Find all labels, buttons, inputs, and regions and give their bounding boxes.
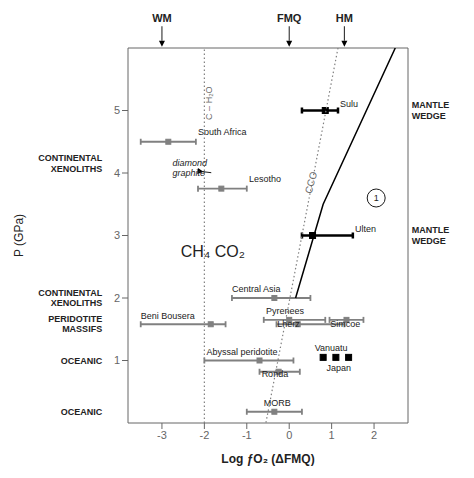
svg-text:1: 1 — [374, 193, 379, 203]
svg-text:Abyssal peridotite: Abyssal peridotite — [206, 347, 277, 357]
svg-text:Pyrenees: Pyrenees — [266, 306, 305, 316]
svg-text:Central Asia: Central Asia — [232, 284, 281, 294]
svg-text:3: 3 — [114, 229, 120, 241]
svg-text:0: 0 — [286, 429, 292, 441]
svg-text:FMQ: FMQ — [277, 12, 302, 24]
svg-text:Log ƒO₂ (ΔFMQ): Log ƒO₂ (ΔFMQ) — [221, 452, 314, 466]
svg-text:MANTLEWEDGE: MANTLEWEDGE — [412, 225, 450, 245]
svg-text:P (GPa): P (GPa) — [12, 214, 26, 257]
svg-text:5: 5 — [114, 104, 120, 116]
svg-text:2: 2 — [114, 292, 120, 304]
svg-text:Ronda: Ronda — [262, 369, 289, 379]
svg-text:OCEANIC: OCEANIC — [61, 407, 103, 417]
svg-text:Vanuatu: Vanuatu — [315, 343, 348, 353]
svg-text:CONTINENTALXENOLITHS: CONTINENTALXENOLITHS — [38, 288, 102, 308]
svg-text:South Africa: South Africa — [198, 127, 247, 137]
svg-text:Lesotho: Lesotho — [249, 174, 281, 184]
svg-text:CCO: CCO — [302, 170, 318, 195]
svg-text:WM: WM — [152, 12, 172, 24]
svg-text:MANTLEWEDGE: MANTLEWEDGE — [412, 100, 450, 120]
svg-text:diamondgraphite: diamondgraphite — [173, 158, 209, 178]
svg-text:C – H₂O: C – H₂O — [204, 86, 214, 120]
svg-text:Sulu: Sulu — [340, 99, 358, 109]
svg-text:Ulten: Ulten — [355, 224, 376, 234]
svg-text:1: 1 — [114, 354, 120, 366]
svg-text:OCEANIC: OCEANIC — [61, 356, 103, 366]
svg-text:HM: HM — [336, 12, 353, 24]
svg-text:MORB: MORB — [264, 398, 291, 408]
svg-text:CH₄ CO₂: CH₄ CO₂ — [181, 243, 245, 260]
svg-text:2: 2 — [371, 429, 377, 441]
svg-text:Simcoe: Simcoe — [330, 319, 360, 329]
svg-text:-3: -3 — [157, 429, 167, 441]
svg-text:4: 4 — [114, 167, 120, 179]
svg-text:Lherz: Lherz — [277, 319, 300, 329]
svg-text:Japan: Japan — [327, 363, 352, 373]
svg-text:Beni Bousera: Beni Bousera — [141, 311, 195, 321]
svg-text:-1: -1 — [242, 429, 252, 441]
svg-text:-2: -2 — [199, 429, 209, 441]
svg-text:PERIDOTITEMASSIFS: PERIDOTITEMASSIFS — [48, 314, 102, 334]
svg-text:CONTINENTALXENOLITHS: CONTINENTALXENOLITHS — [38, 153, 102, 173]
svg-text:1: 1 — [329, 429, 335, 441]
